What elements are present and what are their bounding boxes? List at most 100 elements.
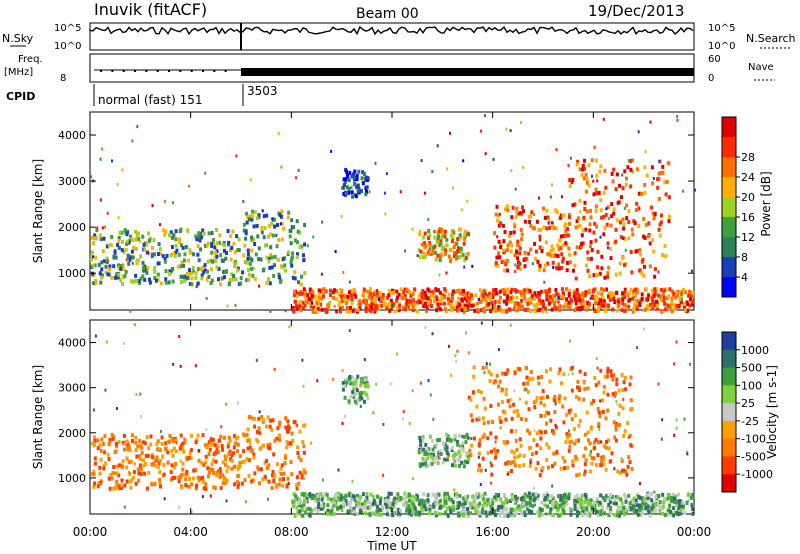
heatmap-cell <box>253 276 257 281</box>
heatmap-cell <box>489 504 493 509</box>
heatmap-cell <box>599 235 602 239</box>
heatmap-cell <box>408 301 412 306</box>
heatmap-cell <box>357 501 361 506</box>
heatmap-cell <box>548 225 552 230</box>
heatmap-cell <box>562 304 566 309</box>
heatmap-cell <box>218 467 222 472</box>
heatmap-cell <box>659 295 662 300</box>
heatmap-cell <box>385 508 389 513</box>
cpid-label: CPID <box>6 90 35 103</box>
heatmap-cell <box>609 511 613 515</box>
heatmap-cell <box>382 473 385 477</box>
heatmap-cell <box>162 228 166 233</box>
heatmap-cell <box>673 496 677 501</box>
heatmap-cell <box>468 505 472 510</box>
heatmap-cell <box>225 402 228 406</box>
heatmap-cell <box>260 230 264 235</box>
heatmap-cell <box>387 491 391 496</box>
heatmap-cell <box>167 460 170 464</box>
heatmap-cell <box>515 295 519 300</box>
heatmap-cell <box>637 206 641 211</box>
heatmap-cell <box>673 494 677 499</box>
heatmap-cell <box>126 254 130 259</box>
heatmap-cell <box>455 305 459 310</box>
heatmap-cell <box>291 305 295 310</box>
heatmap-cell <box>107 243 111 248</box>
heatmap-cell <box>233 250 237 255</box>
heatmap-cell <box>98 443 102 448</box>
heatmap-cell <box>164 269 168 274</box>
heatmap-cell <box>551 484 554 488</box>
heatmap-cell <box>277 482 281 487</box>
heatmap-cell <box>604 185 608 190</box>
heatmap-cell <box>365 382 369 387</box>
heatmap-cell <box>192 252 196 257</box>
heatmap-cell <box>148 280 152 285</box>
heatmap-cell <box>302 444 306 449</box>
heatmap-cell <box>135 233 139 238</box>
heatmap-cell <box>612 211 616 216</box>
heatmap-cell <box>326 511 330 516</box>
heatmap-cell <box>554 288 558 292</box>
heatmap-cell <box>570 388 574 393</box>
heatmap-cell <box>542 206 545 211</box>
heatmap-cell <box>502 513 506 517</box>
heatmap-cell <box>362 290 366 295</box>
heatmap-cell <box>659 220 663 225</box>
heatmap-cell <box>455 492 459 497</box>
heatmap-cell <box>427 236 430 241</box>
heatmap-cell <box>535 396 539 401</box>
colorbar-tick-label: -1000 <box>741 468 773 481</box>
heatmap-cell <box>498 295 502 300</box>
heatmap-cell <box>651 300 655 305</box>
heatmap-cell <box>120 485 124 490</box>
heatmap-cell <box>349 293 353 298</box>
heatmap-cell <box>565 268 569 273</box>
heatmap-cell <box>285 484 289 489</box>
heatmap-cell <box>567 246 571 251</box>
heatmap-cell <box>126 229 130 234</box>
heatmap-cell <box>672 307 676 312</box>
heatmap-cell <box>278 437 282 442</box>
heatmap-cell <box>529 458 533 463</box>
heatmap-cell <box>631 503 635 508</box>
heatmap-cell <box>458 458 462 463</box>
heatmap-cell <box>118 230 122 235</box>
heatmap-cell <box>581 291 585 296</box>
heatmap-cell <box>455 359 458 363</box>
heatmap-cell <box>540 289 544 294</box>
heatmap-cell <box>553 398 557 403</box>
heatmap-cell <box>216 241 220 246</box>
heatmap-cell <box>600 215 604 220</box>
heatmap-cell <box>142 463 146 468</box>
heatmap-cell <box>485 296 489 301</box>
heatmap-cell <box>610 451 614 456</box>
heatmap-cell <box>593 503 597 508</box>
heatmap-cell <box>445 491 449 496</box>
heatmap-cell <box>426 463 430 468</box>
heatmap-cell <box>494 306 498 311</box>
heatmap-cell <box>284 416 288 421</box>
heatmap-cell <box>236 474 240 478</box>
heatmap-cell <box>292 504 296 509</box>
heatmap-cell <box>496 449 500 453</box>
heatmap-cell <box>138 439 142 443</box>
heatmap-cell <box>653 267 657 272</box>
heatmap-cell <box>561 259 565 264</box>
heatmap-cell <box>489 404 493 408</box>
heatmap-cell <box>139 276 143 281</box>
heatmap-cell <box>625 307 629 312</box>
y-tick-label: 3000 <box>58 175 86 188</box>
heatmap-cell <box>481 507 485 512</box>
heatmap-cell <box>473 505 477 510</box>
heatmap-cell <box>561 404 565 409</box>
heatmap-cell <box>466 457 470 462</box>
heatmap-cell <box>317 501 321 506</box>
heatmap-cell <box>355 388 359 393</box>
heatmap-cell <box>506 461 510 466</box>
heatmap-cell <box>482 291 486 296</box>
heatmap-cell <box>643 327 645 331</box>
heatmap-cell <box>527 446 531 451</box>
heatmap-cell <box>104 461 108 466</box>
heatmap-cell <box>380 303 384 308</box>
